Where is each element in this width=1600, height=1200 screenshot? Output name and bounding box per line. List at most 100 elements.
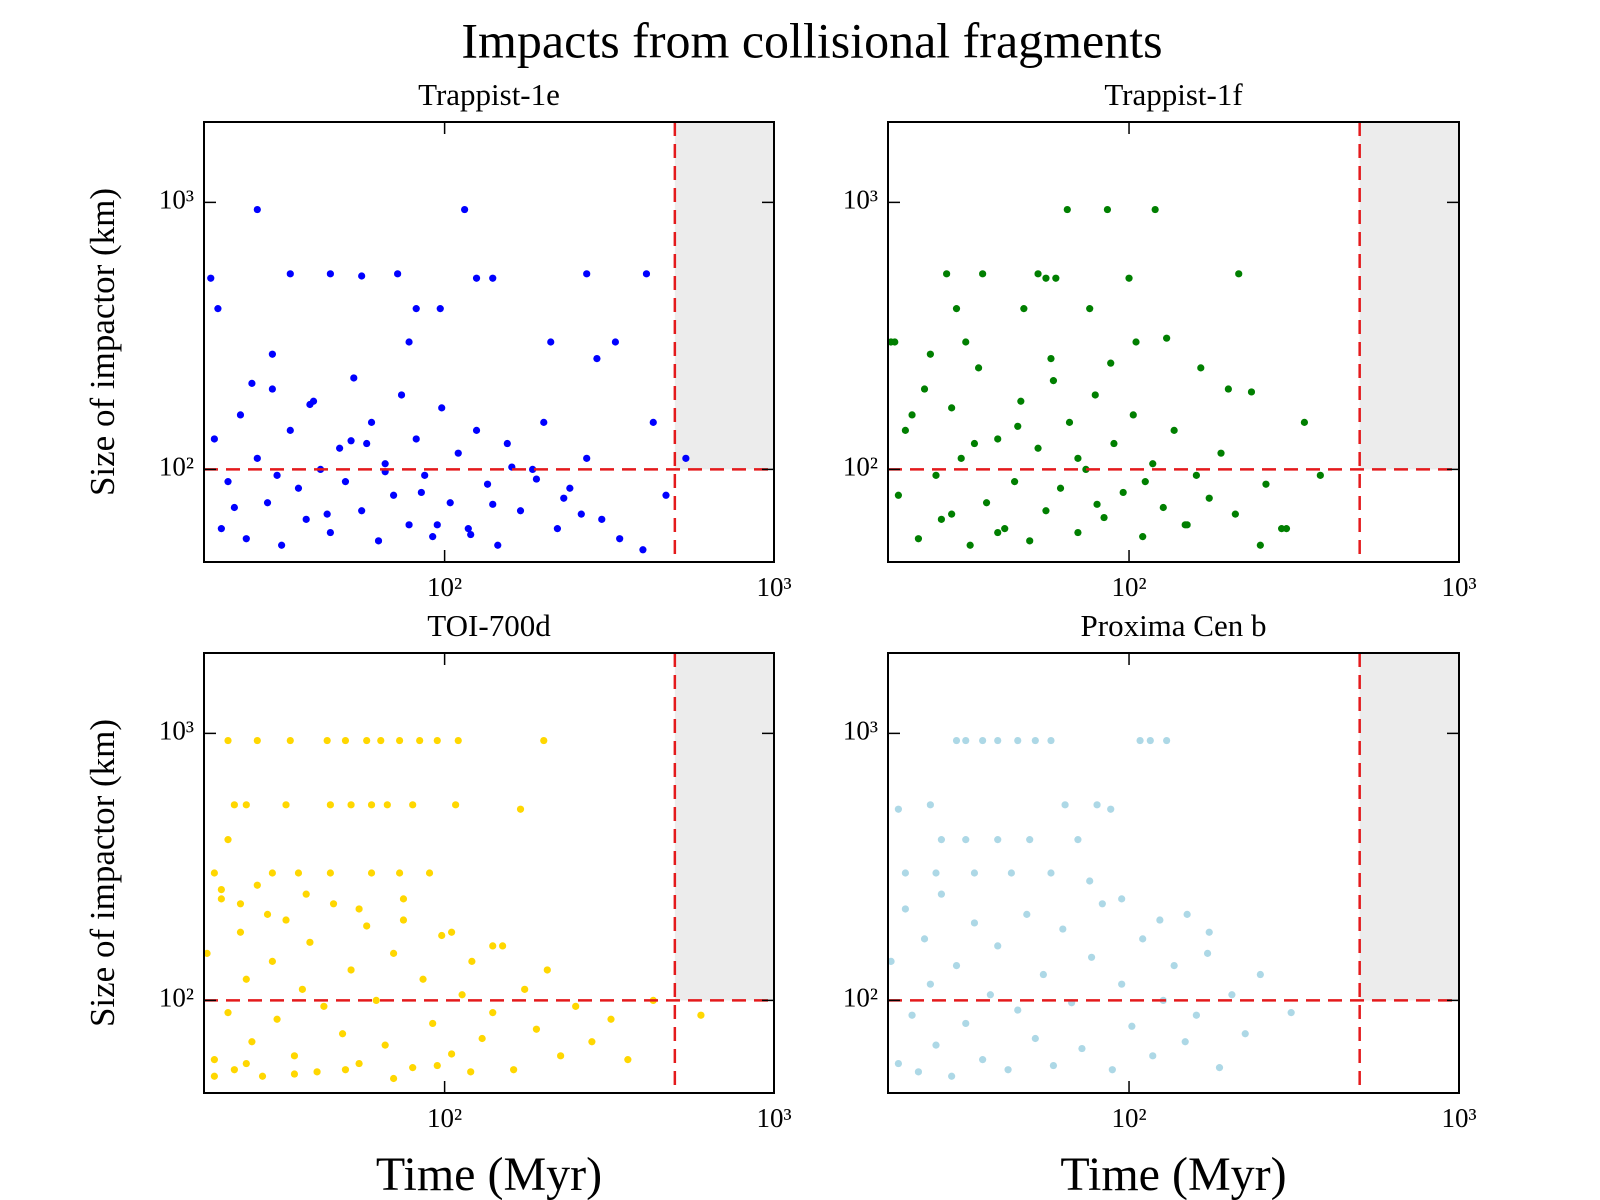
point: [372, 996, 380, 1005]
point: [1136, 736, 1144, 745]
point: [901, 426, 909, 434]
point: [642, 270, 651, 278]
point: [489, 1009, 497, 1017]
point: [1247, 388, 1256, 396]
point: [1014, 422, 1022, 430]
point: [948, 1072, 956, 1080]
point: [1100, 513, 1108, 522]
point: [1129, 411, 1137, 419]
point: [1156, 916, 1164, 924]
point: [926, 801, 934, 809]
point: [468, 957, 476, 965]
point: [242, 535, 250, 543]
point: [543, 966, 551, 974]
point: [1001, 525, 1009, 533]
point: [894, 491, 902, 499]
point: [952, 961, 961, 970]
point: [1074, 836, 1082, 844]
point: [273, 1015, 281, 1023]
point: [697, 1011, 705, 1019]
point: [952, 736, 961, 745]
point: [290, 1052, 299, 1060]
point: [1086, 305, 1094, 313]
point: [499, 942, 507, 950]
point: [1316, 471, 1324, 479]
point: [338, 1030, 347, 1038]
point: [395, 736, 404, 745]
point: [1093, 801, 1101, 809]
point: [467, 530, 475, 539]
point: [598, 515, 606, 523]
point: [994, 736, 1002, 745]
point: [1282, 525, 1291, 533]
point: [1197, 364, 1205, 372]
point: [1118, 980, 1126, 988]
point: [1047, 736, 1055, 745]
point: [258, 1072, 267, 1080]
point: [1034, 270, 1042, 278]
point: [397, 391, 406, 399]
point: [1146, 736, 1154, 745]
point: [278, 541, 286, 549]
x-tick-label: 10³: [1441, 572, 1476, 602]
point: [421, 471, 429, 479]
point: [341, 1066, 350, 1074]
y-tick-label: 10²: [159, 452, 194, 482]
point: [510, 1066, 518, 1074]
point: [974, 364, 983, 372]
point: [986, 991, 994, 999]
point: [1300, 418, 1309, 426]
point: [363, 922, 371, 930]
panel: 10² 10³ 10² 10³ Trappist-1e Size of impactor …: [83, 77, 792, 602]
y-tick-label: 10³: [159, 716, 194, 746]
point: [461, 205, 469, 214]
point: [1287, 1009, 1295, 1017]
point: [1004, 1066, 1012, 1074]
point: [994, 528, 1002, 537]
point: [268, 869, 276, 877]
point: [204, 949, 211, 957]
point: [1228, 991, 1236, 999]
point: [662, 491, 670, 499]
point: [230, 503, 238, 512]
point: [367, 418, 376, 426]
panel: 10² 10³ 10² 10³ Trappist-1f: [843, 77, 1477, 602]
point: [583, 270, 591, 278]
point: [210, 869, 218, 877]
point: [1047, 869, 1055, 877]
point: [326, 869, 334, 877]
x-tick-label: 10³: [1441, 1103, 1476, 1133]
point: [908, 411, 916, 419]
point: [394, 270, 402, 278]
point: [367, 869, 376, 877]
point: [979, 736, 987, 745]
point: [242, 975, 250, 983]
point: [937, 836, 946, 844]
points: [888, 736, 1295, 1080]
point: [282, 916, 290, 924]
panel: 10² 10³ 10² 10³ TOI-700d Size of impactor (km…: [83, 608, 792, 1200]
point: [350, 374, 358, 382]
point: [419, 975, 427, 983]
point: [1205, 928, 1213, 936]
point: [1026, 836, 1034, 844]
point: [363, 736, 371, 745]
x-tick-label: 10²: [427, 572, 462, 602]
point: [313, 1068, 321, 1076]
point: [217, 895, 225, 903]
point: [607, 1015, 615, 1023]
point: [962, 836, 970, 844]
point: [472, 274, 481, 282]
axes-frame: [203, 121, 775, 563]
point: [210, 1072, 218, 1080]
point: [248, 379, 256, 387]
point: [230, 801, 238, 809]
point: [306, 938, 314, 946]
point: [1052, 274, 1060, 282]
point: [355, 905, 363, 913]
point: [412, 305, 420, 313]
point: [516, 805, 525, 813]
point: [302, 890, 310, 898]
point: [937, 515, 946, 523]
point: [329, 900, 338, 908]
